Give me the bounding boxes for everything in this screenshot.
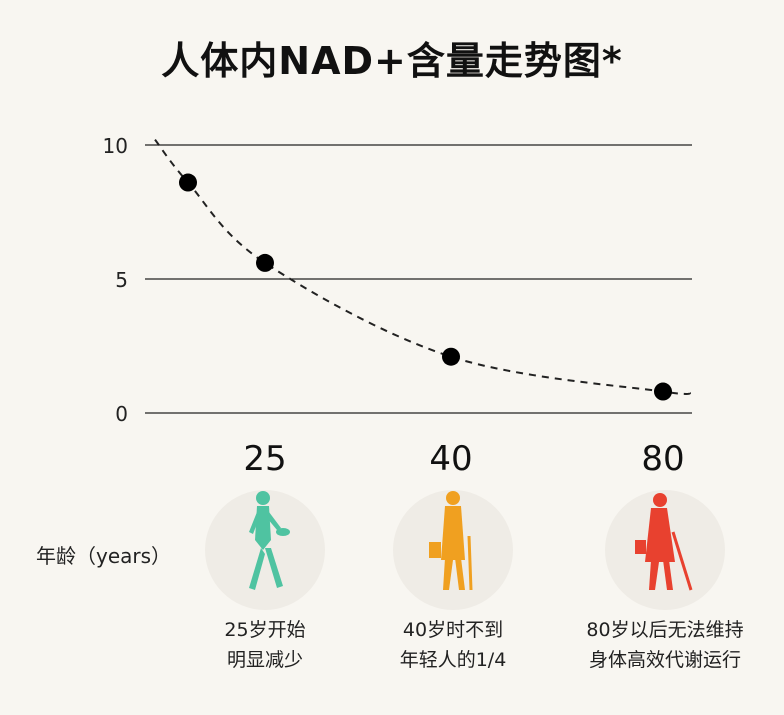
caption-80: 80岁以后无法维持 身体高效代谢运行 bbox=[555, 615, 775, 675]
caption-line: 80岁以后无法维持 bbox=[586, 619, 744, 641]
caption-line: 年轻人的1/4 bbox=[399, 649, 507, 671]
caption-25: 25岁开始 明显减少 bbox=[155, 615, 375, 675]
data-points bbox=[179, 173, 672, 401]
age-label-80: 80 bbox=[641, 439, 684, 479]
caption-40: 40岁时不到 年轻人的1/4 bbox=[343, 615, 563, 675]
grid-lines bbox=[145, 144, 692, 414]
data-point-3 bbox=[654, 382, 672, 401]
y-tick-labels: 0 5 10 bbox=[103, 134, 128, 426]
chart-title: 人体内NAD+含量走势图* bbox=[161, 39, 623, 83]
y-tick-5: 5 bbox=[115, 268, 128, 292]
walking-young-icon bbox=[249, 491, 290, 590]
caption-line: 明显减少 bbox=[226, 649, 303, 671]
data-point-1 bbox=[256, 253, 274, 272]
caption-line: 40岁时不到 bbox=[402, 619, 504, 641]
y-tick-10: 10 bbox=[103, 134, 128, 158]
caption-line: 身体高效代谢运行 bbox=[588, 649, 741, 671]
walking-middle-age-icon bbox=[429, 491, 473, 591]
person-25-figure bbox=[205, 490, 325, 610]
person-40-figure bbox=[393, 490, 513, 610]
x-axis-label: 年龄（years） bbox=[36, 544, 172, 568]
age-labels: 25 40 80 bbox=[243, 439, 684, 479]
caption-line: 25岁开始 bbox=[224, 619, 306, 641]
y-tick-0: 0 bbox=[115, 402, 128, 426]
person-80-figure bbox=[605, 490, 725, 610]
age-label-25: 25 bbox=[243, 439, 286, 479]
data-point-2 bbox=[442, 347, 460, 366]
walking-elderly-icon bbox=[635, 493, 693, 591]
trend-curve bbox=[154, 139, 691, 395]
data-point-0 bbox=[179, 173, 197, 192]
age-label-40: 40 bbox=[429, 439, 472, 479]
